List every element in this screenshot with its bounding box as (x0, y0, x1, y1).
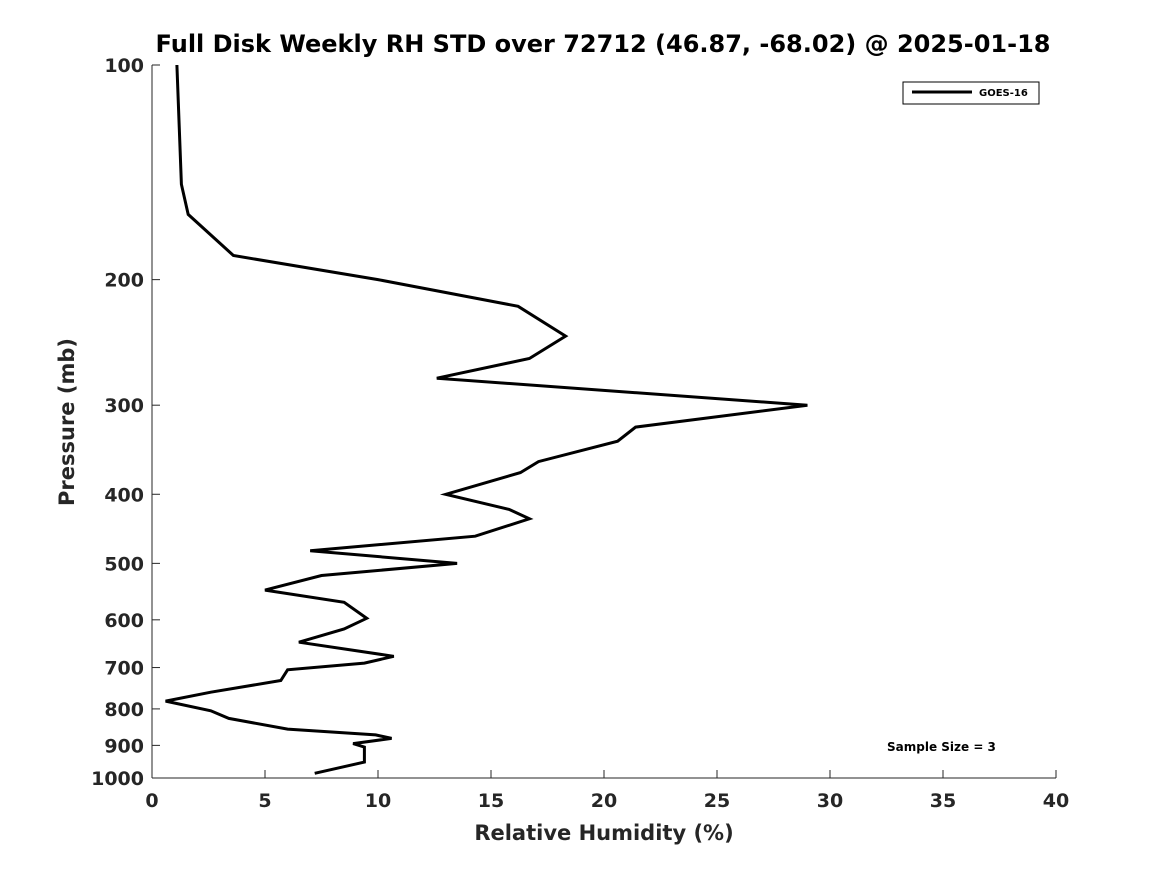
y-axis-label: Pressure (mb) (55, 338, 79, 506)
x-tick-label: 30 (817, 790, 843, 812)
x-tick-label: 20 (591, 790, 617, 812)
x-tick-label: 0 (145, 790, 158, 812)
y-tick-label: 700 (104, 658, 144, 680)
x-ticks: 0 5 10 15 20 25 30 35 40 (145, 770, 1069, 812)
y-tick-label: 900 (104, 735, 144, 757)
x-tick-label: 5 (258, 790, 271, 812)
x-axis-label: Relative Humidity (%) (474, 821, 733, 845)
chart-title: Full Disk Weekly RH STD over 72712 (46.8… (156, 30, 1051, 58)
x-tick-label: 15 (478, 790, 504, 812)
x-tick-label: 10 (365, 790, 391, 812)
y-tick-label: 500 (104, 553, 144, 575)
legend: GOES-16 (902, 81, 1040, 105)
legend-label: GOES-16 (979, 88, 1028, 99)
y-ticks: 100 200 300 400 500 600 700 800 900 1000 (91, 55, 160, 790)
y-tick-label: 800 (104, 699, 144, 721)
x-tick-label: 40 (1043, 790, 1069, 812)
x-tick-label: 25 (704, 790, 730, 812)
y-tick-label: 1000 (91, 768, 144, 790)
sample-size-annotation: Sample Size = 3 (887, 740, 996, 754)
y-tick-label: 200 (104, 270, 144, 292)
y-tick-label: 600 (104, 610, 144, 632)
y-tick-label: 100 (104, 55, 144, 77)
y-tick-label: 400 (104, 484, 144, 506)
x-tick-label: 35 (930, 790, 956, 812)
series-line-goes-16 (165, 64, 808, 775)
y-tick-label: 300 (104, 395, 144, 417)
